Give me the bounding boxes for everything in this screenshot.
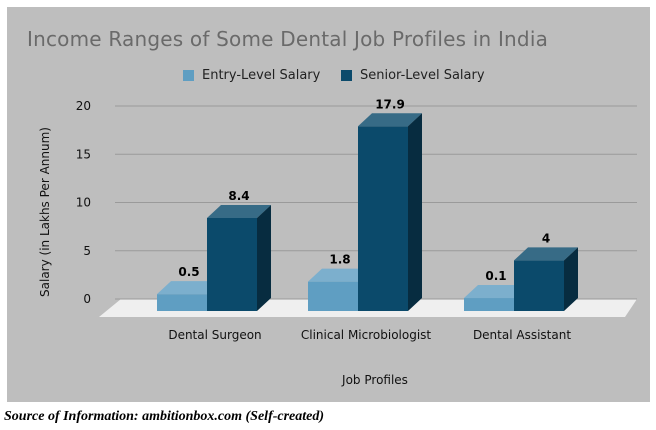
bar (207, 217, 257, 311)
y-axis-label: Salary (in Lakhs Per Annum) (38, 127, 52, 297)
bar-side (564, 247, 578, 311)
chart-title: Income Ranges of Some Dental Job Profile… (27, 27, 549, 51)
bar-top (358, 113, 422, 127)
bar (358, 126, 408, 311)
chart-plot: 0 5 10 15 20 0.5 8.4 Dental Surgeon 1.8 17.9 Clini… (76, 97, 637, 342)
y-tick-label: 0 (83, 292, 91, 306)
legend-swatch-entry-level (183, 69, 194, 81)
bar-top (157, 281, 221, 295)
legend-label-entry-level: Entry-Level Salary (202, 67, 321, 83)
y-tick-label: 5 (83, 244, 91, 258)
bar-top (514, 247, 578, 261)
data-label: 0.1 (485, 269, 506, 283)
data-label: 8.4 (228, 189, 249, 203)
bar-side (408, 113, 422, 311)
data-label: 17.9 (375, 97, 405, 111)
bar-top (207, 204, 271, 218)
legend-swatch-senior-level (341, 69, 352, 81)
bar (464, 298, 514, 311)
y-tick-label: 20 (76, 99, 91, 113)
bar-side (257, 204, 271, 311)
bar (514, 260, 564, 311)
bar (157, 294, 207, 311)
x-axis-label: Job Profiles (342, 373, 408, 387)
y-tick-label: 15 (76, 147, 91, 161)
source-caption: Source of Information: ambitionbox.com (… (4, 409, 325, 424)
data-label: 0.5 (178, 265, 199, 279)
x-tick-label: Dental Surgeon (168, 328, 261, 342)
data-label: 1.8 (329, 253, 350, 267)
legend-label-senior-level: Senior-Level Salary (360, 67, 485, 83)
bar-top (308, 268, 372, 282)
legend-senior-level: Senior-Level Salary (341, 66, 485, 84)
bar-top (464, 285, 528, 299)
legend-entry-level: Entry-Level Salary (183, 66, 320, 84)
data-label: 4 (542, 231, 550, 245)
x-tick-label: Dental Assistant (473, 328, 571, 342)
x-tick-label: Clinical Microbiologist (301, 328, 432, 342)
chart-panel: 0 5 10 15 20 0.5 8.4 Dental Surgeon 1.8 17.9 Clini… (7, 7, 650, 402)
y-tick-label: 10 (76, 196, 91, 210)
bar (308, 281, 358, 311)
